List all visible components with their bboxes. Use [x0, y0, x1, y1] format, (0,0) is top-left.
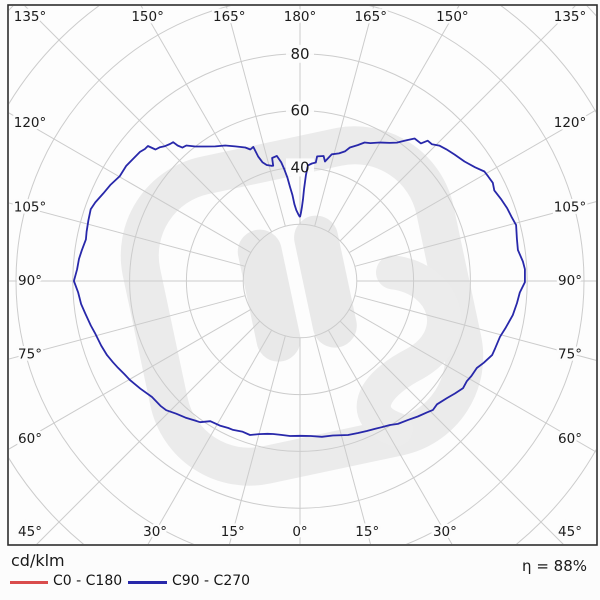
angle-label: 90°	[18, 273, 42, 289]
angle-label: 30°	[433, 524, 457, 540]
ring-value-label: 60	[290, 102, 309, 120]
watermark-logo	[120, 126, 484, 486]
grid-ray	[225, 6, 286, 227]
angle-label: 135°	[14, 9, 47, 25]
angle-label: 105°	[14, 200, 47, 216]
grid-ray	[147, 329, 273, 544]
angle-label: 60°	[558, 431, 582, 447]
grid-ray	[9, 202, 246, 267]
angle-label: 45°	[558, 524, 582, 540]
angle-label: 0°	[292, 524, 307, 540]
angle-label: 105°	[554, 200, 587, 216]
ring-label-halo	[286, 101, 314, 120]
angle-label: 165°	[354, 9, 387, 25]
angle-label: 45°	[18, 524, 42, 540]
grid-ray	[314, 335, 371, 544]
chart-frame	[7, 4, 598, 546]
grid-ray	[314, 6, 375, 227]
legend-line-c90-c270-icon	[128, 581, 167, 584]
watermark-bar	[294, 215, 357, 348]
ring-label-halo	[286, 44, 314, 63]
angle-labels: 0° 15° 15° 30° 30° 45° 45° 60° 60° 75° 75° 90° 90° 10…	[11, 7, 589, 543]
grid-ray	[348, 109, 596, 254]
grid-ray	[36, 320, 261, 544]
watermark-ring	[120, 126, 484, 486]
grid-ray	[9, 295, 246, 360]
legend-label-c0-c180: C0 - C180	[53, 573, 123, 589]
angle-label: 165°	[213, 9, 246, 25]
units-label: cd/klm	[11, 551, 65, 570]
angle-label: 60°	[18, 431, 42, 447]
watermark-tail	[356, 255, 461, 447]
watermark-bar	[237, 229, 301, 362]
angle-label: 150°	[436, 9, 469, 25]
grid-ray	[339, 320, 564, 544]
angle-label: 75°	[18, 346, 42, 362]
angle-label: 135°	[554, 9, 587, 25]
angle-label: 15°	[355, 524, 379, 540]
grid-ray	[354, 295, 596, 361]
ring-value-label: 40	[290, 158, 309, 176]
grid-ray	[229, 335, 286, 544]
grid-ray	[140, 6, 273, 233]
grid-ray	[327, 6, 460, 233]
grid-ray	[9, 112, 252, 254]
grid-ray	[354, 201, 596, 267]
ring-value-label: 80	[290, 45, 309, 63]
angle-label: 120°	[14, 115, 47, 131]
angle-label: 120°	[554, 115, 587, 131]
angle-label: 150°	[131, 9, 164, 25]
grid-ray	[339, 6, 576, 242]
efficiency-value: η = 88%	[522, 557, 587, 575]
grid-ray	[327, 329, 453, 544]
angle-label: 30°	[143, 524, 167, 540]
angle-label: 15°	[221, 524, 245, 540]
curve-c90-c270	[73, 137, 526, 438]
grid-ray	[24, 6, 261, 242]
grid-ray	[9, 308, 252, 450]
legend-line-c0-c180-icon	[10, 581, 48, 584]
grid-ray	[348, 308, 596, 453]
angle-label: 90°	[558, 273, 582, 289]
angle-label: 180°	[284, 9, 317, 25]
angle-label: 75°	[558, 346, 582, 362]
legend-label-c90-c270: C90 - C270	[172, 573, 251, 589]
